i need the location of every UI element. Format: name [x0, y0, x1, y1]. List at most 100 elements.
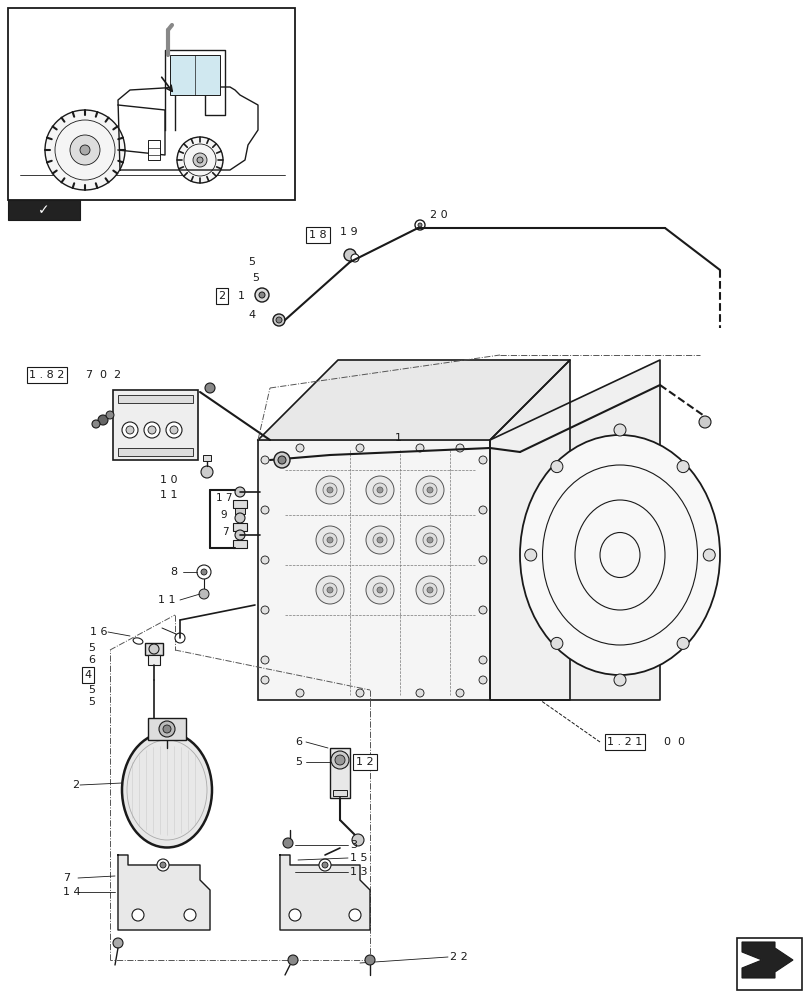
Ellipse shape [519, 435, 719, 675]
Circle shape [524, 549, 536, 561]
Circle shape [456, 444, 463, 452]
Circle shape [322, 862, 328, 868]
Text: 1: 1 [238, 291, 245, 301]
Bar [233, 500, 247, 508]
Text: ✓: ✓ [38, 203, 49, 217]
Circle shape [335, 755, 345, 765]
Circle shape [323, 483, 337, 497]
Bar [8, 200, 80, 220]
Text: 1: 1 [394, 433, 401, 443]
Circle shape [144, 422, 160, 438]
Circle shape [157, 859, 169, 871]
Text: 1 1: 1 1 [158, 595, 175, 605]
Circle shape [177, 137, 223, 183]
Circle shape [160, 862, 165, 868]
Text: 1 1: 1 1 [160, 490, 178, 500]
Polygon shape [258, 440, 489, 700]
Circle shape [163, 725, 171, 733]
Circle shape [331, 751, 349, 769]
Circle shape [415, 526, 444, 554]
Text: 5: 5 [88, 643, 95, 653]
Circle shape [80, 145, 90, 155]
Circle shape [376, 487, 383, 493]
Circle shape [355, 444, 363, 452]
Circle shape [260, 506, 268, 514]
Text: 7: 7 [85, 370, 92, 380]
Text: 7: 7 [63, 873, 70, 883]
Polygon shape [489, 360, 569, 700]
Circle shape [372, 483, 387, 497]
Circle shape [283, 838, 293, 848]
Circle shape [376, 587, 383, 593]
Circle shape [372, 583, 387, 597]
Circle shape [427, 587, 432, 593]
Circle shape [184, 909, 195, 921]
Circle shape [201, 466, 212, 478]
Circle shape [70, 135, 100, 165]
Text: 1 7: 1 7 [216, 493, 232, 503]
Circle shape [415, 476, 444, 504]
Text: 2 0: 2 0 [430, 210, 447, 220]
Circle shape [276, 317, 281, 323]
Bar [118, 448, 193, 456]
Text: 1 0: 1 0 [160, 475, 178, 485]
Circle shape [45, 110, 125, 190]
Circle shape [289, 909, 301, 921]
Polygon shape [165, 50, 225, 130]
Circle shape [478, 556, 487, 564]
Text: 2: 2 [72, 780, 79, 790]
Bar [118, 395, 193, 403]
Circle shape [259, 292, 264, 298]
Circle shape [260, 456, 268, 464]
Text: 5: 5 [88, 685, 95, 695]
Text: 4: 4 [84, 670, 92, 680]
Circle shape [175, 633, 185, 643]
Circle shape [698, 416, 710, 428]
Bar [233, 540, 247, 548]
Circle shape [159, 721, 175, 737]
Circle shape [260, 606, 268, 614]
Circle shape [277, 456, 285, 464]
Circle shape [478, 656, 487, 664]
Text: 1 5: 1 5 [350, 853, 367, 863]
Polygon shape [741, 942, 792, 978]
Circle shape [550, 637, 562, 649]
Text: 1 3: 1 3 [350, 867, 367, 877]
Text: 4: 4 [247, 310, 255, 320]
Text: 7: 7 [221, 527, 229, 537]
Bar [333, 790, 346, 796]
Bar [233, 523, 247, 531]
Bar [329, 748, 350, 798]
Circle shape [113, 938, 122, 948]
Circle shape [366, 476, 393, 504]
Circle shape [414, 220, 424, 230]
Circle shape [366, 576, 393, 604]
Circle shape [272, 314, 285, 326]
Circle shape [273, 452, 290, 468]
Text: 5: 5 [88, 697, 95, 707]
Circle shape [260, 556, 268, 564]
Circle shape [260, 676, 268, 684]
Circle shape [327, 587, 333, 593]
Circle shape [92, 420, 100, 428]
Circle shape [148, 426, 156, 434]
Bar [148, 140, 160, 160]
Polygon shape [118, 855, 210, 930]
Ellipse shape [122, 732, 212, 847]
Circle shape [427, 487, 432, 493]
Text: 9: 9 [220, 510, 226, 520]
Circle shape [349, 909, 361, 921]
Circle shape [376, 537, 383, 543]
Circle shape [478, 506, 487, 514]
Text: 5: 5 [251, 273, 259, 283]
Text: 5: 5 [294, 757, 302, 767]
Circle shape [355, 689, 363, 697]
Circle shape [676, 637, 689, 649]
Circle shape [613, 674, 625, 686]
Circle shape [204, 383, 215, 393]
Circle shape [478, 606, 487, 614]
Circle shape [197, 565, 211, 579]
Text: 1 . 2 1: 1 . 2 1 [607, 737, 642, 747]
Bar [145, 643, 163, 655]
Polygon shape [258, 360, 569, 440]
